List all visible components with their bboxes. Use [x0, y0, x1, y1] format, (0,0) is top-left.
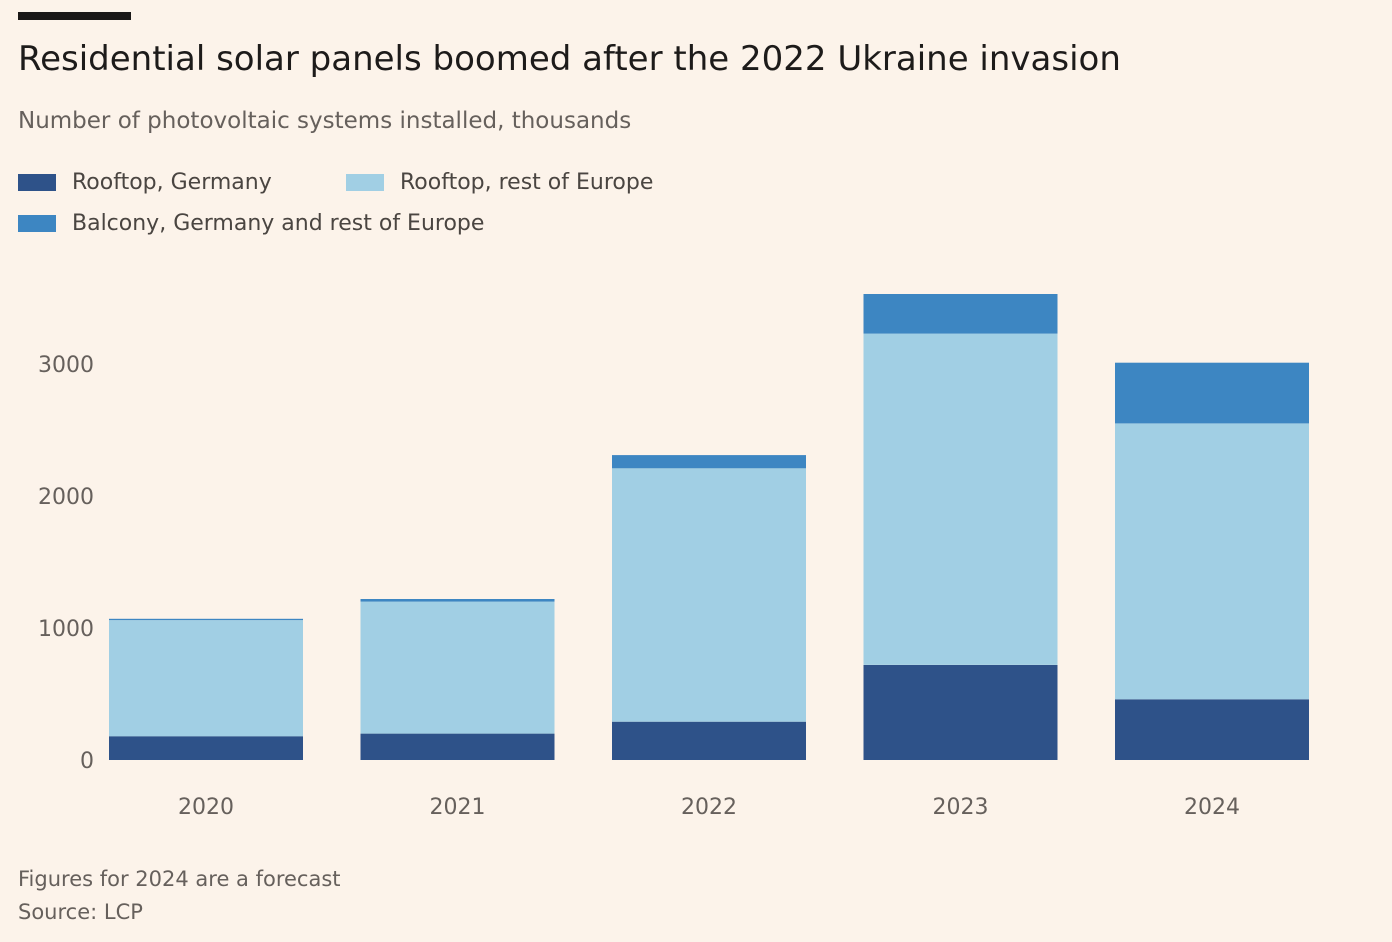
bar-rooftop-germany-2022 — [612, 721, 806, 760]
bar-rooftop-germany-2020 — [109, 736, 303, 760]
bar-rooftop-rest-of-europe-2020 — [109, 620, 303, 737]
chart-subtitle: Number of photovoltaic systems installed… — [18, 108, 632, 134]
bar-rooftop-rest-of-europe-2024 — [1115, 423, 1309, 700]
bar-balcony-germany-and-rest-of-europe-2020 — [109, 618, 303, 621]
y-tick-label-0: 0 — [80, 749, 94, 774]
bar-rooftop-germany-2023 — [863, 665, 1058, 760]
top-accent-bar — [18, 12, 131, 20]
x-tick-label-2022: 2022 — [681, 795, 737, 820]
forecast-note: Figures for 2024 are a forecast — [18, 867, 341, 891]
legend-label-rooftop-germany: Rooftop, Germany — [72, 170, 272, 195]
y-tick-label-3000: 3000 — [38, 353, 94, 378]
legend-label-balcony: Balcony, Germany and rest of Europe — [72, 211, 485, 236]
bar-balcony-germany-and-rest-of-europe-2024 — [1115, 362, 1309, 424]
bar-balcony-germany-and-rest-of-europe-2023 — [863, 294, 1058, 334]
y-tick-label-2000: 2000 — [38, 485, 94, 510]
bar-rooftop-germany-2021 — [360, 733, 555, 760]
x-tick-label-2024: 2024 — [1184, 795, 1240, 820]
x-tick-label-2021: 2021 — [430, 795, 486, 820]
legend-swatch-rooftop-germany — [18, 174, 56, 191]
legend-item-balcony: Balcony, Germany and rest of Europe — [18, 211, 484, 236]
legend-swatch-balcony — [18, 215, 56, 232]
legend-label-rooftop-rest-of-europe: Rooftop, rest of Europe — [400, 170, 654, 195]
bar-rooftop-rest-of-europe-2021 — [360, 601, 555, 734]
legend-swatch-rooftop-rest-of-europe — [346, 174, 384, 191]
legend-item-rooftop-rest-of-europe: Rooftop, rest of Europe — [346, 170, 653, 195]
legend-item-rooftop-germany: Rooftop, Germany — [18, 170, 272, 195]
bar-rooftop-rest-of-europe-2022 — [612, 468, 806, 722]
x-tick-label-2020: 2020 — [178, 795, 234, 820]
bar-rooftop-rest-of-europe-2023 — [863, 333, 1058, 665]
bar-balcony-germany-and-rest-of-europe-2021 — [360, 599, 555, 602]
source-note: Source: LCP — [18, 900, 143, 924]
y-tick-label-1000: 1000 — [38, 617, 94, 642]
bar-balcony-germany-and-rest-of-europe-2022 — [612, 455, 806, 469]
chart-title: Residential solar panels boomed after th… — [18, 39, 1121, 79]
x-tick-label-2023: 2023 — [933, 795, 989, 820]
bar-rooftop-germany-2024 — [1115, 699, 1309, 760]
